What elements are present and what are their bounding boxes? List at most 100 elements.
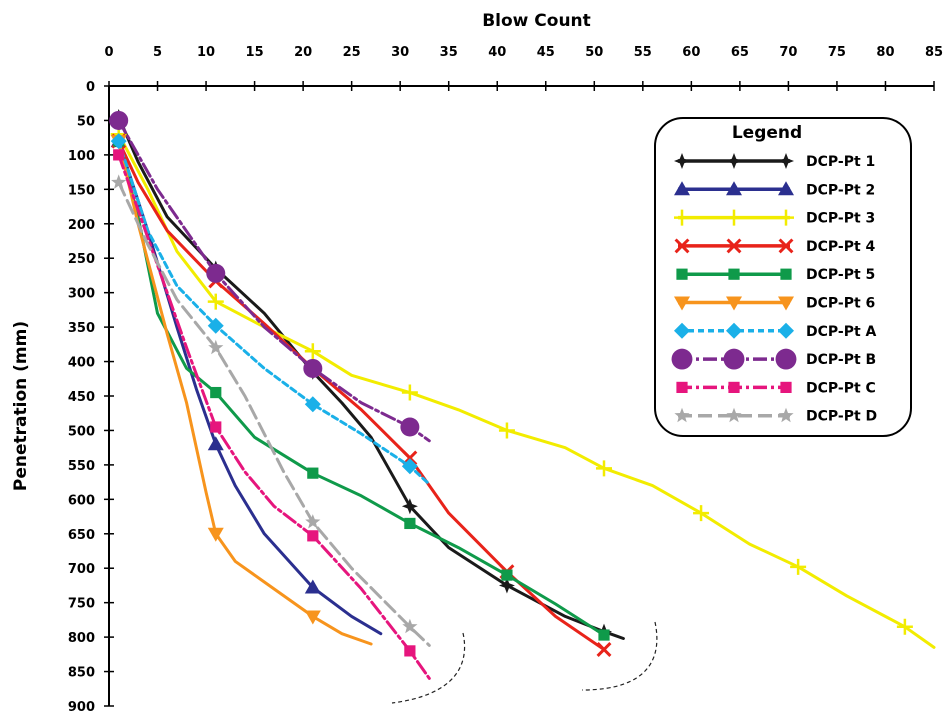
data-point — [674, 407, 690, 423]
legend-item: DCP-Pt 6 — [674, 296, 875, 312]
data-point — [778, 209, 794, 226]
data-point — [728, 268, 740, 280]
x-tick-label: 25 — [343, 45, 361, 60]
data-point — [726, 322, 742, 339]
legend-label: DCP-Pt B — [806, 352, 876, 368]
legend-label: DCP-Pt 3 — [806, 211, 875, 227]
axes: 0 5 10 15 20 25 30 35 40 45 50 55 60 65 70 75 80 85050100… — [11, 11, 943, 715]
y-tick-label: 900 — [68, 700, 95, 715]
data-point — [210, 421, 222, 433]
series-dcp-pt-b — [109, 110, 431, 443]
y-tick-label: 100 — [68, 149, 95, 164]
data-point — [404, 645, 416, 657]
x-tick-label: 35 — [440, 45, 458, 60]
data-point — [676, 381, 688, 393]
data-point — [723, 348, 745, 370]
series-dcp-pt-a — [110, 133, 431, 486]
x-tick-label: 80 — [876, 45, 894, 60]
y-tick-label: 200 — [68, 218, 95, 233]
y-tick-label: 350 — [68, 321, 95, 336]
y-tick-label: 850 — [68, 666, 95, 681]
x-axis-title: Blow Count — [482, 11, 591, 31]
legend-item: DCP-Pt 5 — [676, 267, 875, 283]
legend-label: DCP-Pt C — [806, 380, 876, 396]
data-point — [304, 579, 321, 594]
data-point — [671, 348, 693, 370]
x-tick-label: 15 — [246, 45, 264, 60]
series-line — [117, 139, 606, 651]
data-point — [402, 618, 418, 634]
data-point — [303, 358, 323, 378]
data-point — [596, 642, 612, 657]
series-dcp-pt-c — [113, 149, 431, 680]
legend-label: DCP-Pt 1 — [806, 154, 875, 170]
data-point — [896, 618, 913, 635]
data-point — [501, 569, 513, 581]
legend-title: Legend — [732, 123, 802, 143]
data-point — [304, 343, 321, 360]
data-point — [207, 436, 224, 451]
data-point — [674, 238, 690, 254]
y-tick-label: 500 — [68, 424, 95, 439]
data-point — [498, 422, 515, 439]
legend-item: DCP-Pt 4 — [674, 238, 876, 255]
data-point — [674, 181, 690, 196]
y-tick-label: 0 — [86, 80, 95, 95]
series-line — [117, 115, 625, 640]
data-point — [307, 530, 319, 542]
data-point — [207, 317, 224, 334]
y-axis-title: Penetration (mm) — [11, 321, 31, 491]
data-point — [726, 209, 742, 226]
x-tick-label: 5 — [153, 45, 162, 60]
data-point — [778, 153, 794, 169]
legend-item: DCP-Pt 2 — [674, 181, 875, 198]
data-point — [207, 293, 224, 310]
legend-item: DCP-Pt D — [674, 407, 877, 425]
data-point — [674, 296, 690, 311]
data-point — [778, 407, 794, 423]
data-point — [674, 153, 690, 169]
series-line — [117, 139, 431, 486]
data-point — [401, 384, 418, 401]
data-point — [113, 149, 125, 161]
data-point — [404, 517, 416, 530]
data-point — [778, 181, 794, 196]
data-point — [206, 263, 226, 283]
data-point — [726, 153, 742, 169]
x-tick-label: 60 — [682, 45, 700, 60]
y-tick-label: 400 — [68, 356, 95, 371]
data-point — [207, 527, 224, 542]
data-point — [790, 558, 807, 575]
data-point — [304, 396, 321, 413]
x-tick-label: 70 — [779, 45, 797, 60]
data-point — [596, 460, 612, 477]
data-point — [676, 268, 688, 280]
data-point — [726, 238, 742, 254]
legend-label: DCP-Pt D — [806, 409, 877, 425]
x-tick-label: 20 — [294, 45, 312, 60]
data-point — [728, 381, 740, 393]
data-point — [305, 514, 321, 529]
y-tick-label: 50 — [77, 114, 95, 129]
legend-label: DCP-Pt 5 — [806, 267, 875, 283]
dashed-arc-2 — [581, 621, 658, 691]
data-point — [778, 322, 794, 339]
y-tick-label: 550 — [68, 459, 95, 474]
x-tick-label: 10 — [197, 45, 215, 60]
dashed-arc-1 — [391, 632, 466, 704]
y-tick-label: 300 — [68, 287, 95, 302]
y-tick-label: 450 — [68, 390, 95, 405]
series-dcp-pt-d — [111, 174, 431, 647]
legend-item: DCP-Pt 3 — [674, 209, 875, 227]
legend-item: DCP-Pt 1 — [674, 153, 875, 170]
series-dcp-pt-2 — [110, 133, 383, 636]
series-dcp-pt-1 — [110, 109, 625, 640]
data-point — [674, 322, 690, 339]
legend-label: DCP-Pt 2 — [806, 182, 875, 198]
data-point — [780, 268, 792, 280]
legend-label: DCP-Pt A — [806, 324, 877, 340]
x-tick-label: 50 — [585, 45, 603, 60]
legend-item: DCP-Pt A — [674, 322, 877, 340]
data-point — [778, 296, 794, 311]
